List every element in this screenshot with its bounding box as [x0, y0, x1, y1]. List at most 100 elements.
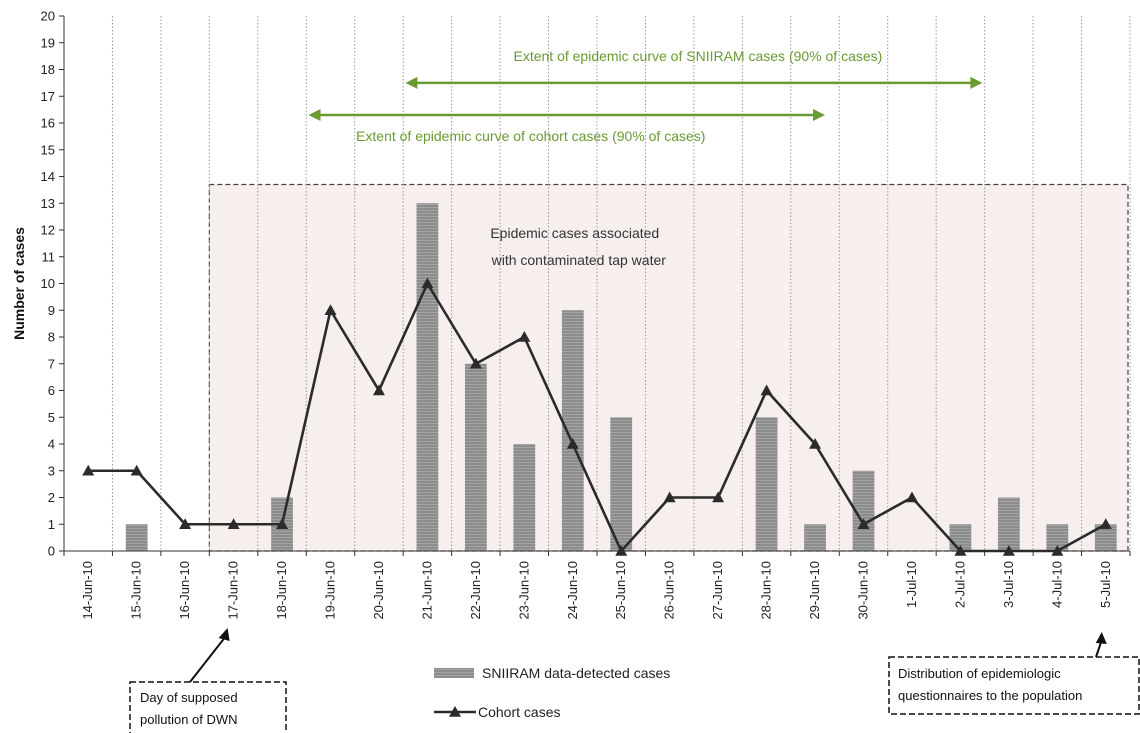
y-tick-label: 12: [41, 223, 55, 238]
cohort-extent-arrow: [308, 108, 826, 121]
questionnaire-callout-line1: Distribution of epidemiologic: [898, 666, 1061, 681]
cohort-point-20-Jun-10: [372, 384, 385, 396]
y-tick-label: 4: [48, 437, 55, 452]
pollution-callout-arrowhead: [218, 628, 230, 641]
x-tick-label: 25-Jun-10: [613, 561, 628, 620]
x-tick-label: 22-Jun-10: [468, 561, 483, 620]
bar-sniiram-30-Jun-10: [852, 470, 875, 551]
cohort-point-14-Jun-10: [82, 464, 95, 476]
cohort-point-17-Jun-10: [227, 518, 240, 530]
cohort-point-30-Jun-10: [857, 518, 870, 530]
cohort-point-24-Jun-10: [566, 438, 579, 449]
legend-label-bar: SNIIRAM data-detected cases: [482, 665, 670, 681]
bar-sniiram-5-Jul-10: [1094, 524, 1117, 551]
bar-sniiram-24-Jun-10: [561, 310, 584, 551]
y-tick-label: 3: [48, 463, 55, 478]
y-tick-label: 14: [41, 169, 55, 184]
bar-sniiram-23-Jun-10: [513, 444, 536, 551]
annotation-layer: Extent of epidemic curve of SNIIRAM case…: [129, 48, 1140, 733]
epidemic-region-layer: [208, 183, 1129, 552]
cohort-extent-label: Extent of epidemic curve of cohort cases…: [356, 128, 705, 144]
cohort-point-5-Jul-10: [1099, 518, 1112, 530]
bar-sniiram-28-Jun-10: [755, 417, 778, 551]
cohort-extent-arrow-head-right: [813, 108, 826, 121]
x-tick-label: 21-Jun-10: [419, 561, 434, 620]
sniiram-extent-label: Extent of epidemic curve of SNIIRAM case…: [514, 48, 883, 64]
grid-layer: [111, 16, 1131, 551]
bar-sniiram-3-Jul-10: [997, 497, 1020, 551]
x-tick-label: 23-Jun-10: [516, 561, 531, 620]
y-tick-label: 10: [41, 276, 55, 291]
x-tick-label: 27-Jun-10: [710, 561, 725, 620]
questionnaire-callout-arrowhead: [1095, 632, 1107, 644]
y-tick-label: 1: [48, 517, 55, 532]
x-tick-label: 4-Jul-10: [1049, 561, 1064, 608]
epidemic-region-label-line2: with contaminated tap water: [491, 252, 667, 268]
cohort-point-16-Jun-10: [179, 518, 192, 530]
sniiram-extent-arrow: [405, 76, 983, 89]
bar-sniiram-15-Jun-10: [125, 524, 148, 551]
bar-sniiram-22-Jun-10: [464, 363, 487, 551]
y-tick-label: 11: [42, 249, 56, 264]
cohort-point-19-Jun-10: [324, 304, 337, 316]
legend: SNIIRAM data-detected cases Cohort cases: [434, 665, 670, 720]
cohort-point-29-Jun-10: [809, 438, 822, 449]
cohort-line: [88, 282, 1107, 553]
x-tick-label: 1-Jul-10: [904, 561, 919, 608]
legend-swatch-triangle: [449, 706, 461, 717]
x-tick-label: 26-Jun-10: [662, 561, 677, 620]
y-tick-label: 6: [48, 383, 55, 398]
cohort-point-23-Jun-10: [518, 331, 531, 342]
cohort-point-18-Jun-10: [276, 518, 289, 530]
x-tick-label: 19-Jun-10: [323, 561, 338, 620]
cohort-point-2-Jul-10: [954, 545, 967, 556]
y-tick-label: 9: [48, 303, 55, 318]
cohort-point-21-Jun-10: [421, 277, 434, 289]
x-tick-label: 18-Jun-10: [274, 561, 289, 620]
questionnaire-callout-box: [888, 656, 1140, 715]
cohort-point-3-Jul-10: [1002, 545, 1015, 556]
y-tick-label: 20: [41, 9, 55, 24]
bar-sniiram-21-Jun-10: [416, 203, 439, 551]
pollution-callout-box: [129, 681, 287, 733]
bar-sniiram-4-Jul-10: [1046, 524, 1069, 551]
y-tick-label: 8: [48, 330, 55, 345]
x-tick-label: 17-Jun-10: [226, 561, 241, 620]
y-tick-label: 2: [48, 490, 55, 505]
y-tick-label: 18: [41, 62, 55, 77]
cohort-point-15-Jun-10: [130, 464, 143, 476]
y-tick-label: 16: [41, 116, 55, 131]
axis-layer: 0123456789101112131415161718192014-Jun-1…: [11, 9, 1131, 620]
legend-label-line: Cohort cases: [478, 704, 560, 720]
cohort-point-4-Jul-10: [1051, 545, 1064, 556]
x-tick-label: 5-Jul-10: [1098, 561, 1113, 608]
epidemic-region-label-line1: Epidemic cases associated: [490, 225, 659, 241]
y-tick-label: 5: [48, 410, 55, 425]
y-tick-label: 7: [48, 356, 55, 371]
x-tick-label: 15-Jun-10: [129, 561, 144, 620]
pollution-callout-line2: pollution of DWN: [140, 712, 238, 727]
pollution-callout-arrow: [189, 633, 229, 683]
y-tick-label: 19: [41, 35, 55, 50]
bar-sniiram-25-Jun-10: [610, 417, 633, 551]
sniiram-extent-arrow-head-left: [405, 76, 418, 89]
x-tick-label: 2-Jul-10: [952, 561, 967, 608]
cohort-point-1-Jul-10: [905, 491, 918, 503]
x-tick-label: 28-Jun-10: [759, 561, 774, 620]
cohort-point-22-Jun-10: [469, 357, 482, 369]
pollution-callout-line1: Day of supposed: [140, 690, 238, 705]
cohort-point-25-Jun-10: [615, 545, 628, 556]
x-tick-label: 24-Jun-10: [565, 561, 580, 620]
questionnaire-callout-line2: questionnaires to the population: [898, 688, 1082, 703]
x-tick-label: 30-Jun-10: [856, 561, 871, 620]
x-tick-label: 29-Jun-10: [807, 561, 822, 620]
epidemic-region: [208, 183, 1129, 552]
y-tick-label: 13: [41, 196, 55, 211]
cohort-extent-arrow-head-left: [308, 108, 321, 121]
y-tick-label: 0: [48, 544, 55, 559]
y-tick-label: 15: [41, 142, 55, 157]
legend-swatch-bar: [434, 668, 474, 678]
x-tick-label: 3-Jul-10: [1001, 561, 1016, 608]
bar-sniiram-29-Jun-10: [804, 524, 826, 551]
